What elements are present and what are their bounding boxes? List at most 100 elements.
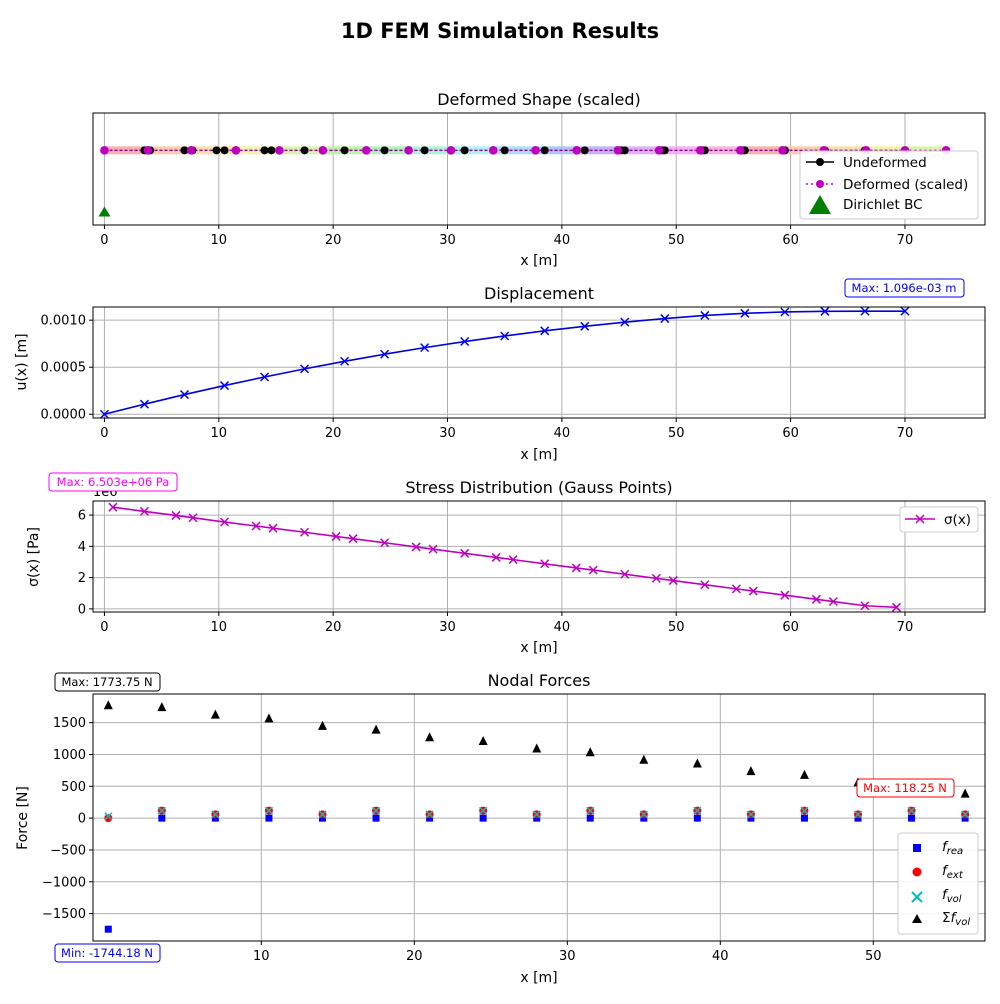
legend-sumfvol-label: Σfvol xyxy=(942,910,970,928)
y-tick-label: 500 xyxy=(61,780,86,795)
stress-point xyxy=(588,565,598,575)
displacement-point xyxy=(740,308,750,318)
stress-point xyxy=(700,580,710,590)
displacement-point xyxy=(660,314,670,324)
undeformed-node xyxy=(420,146,429,155)
figure-title: 1D FEM Simulation Results xyxy=(341,19,659,43)
displacement-point xyxy=(460,336,470,347)
stress-point xyxy=(828,596,838,607)
force-vol-point xyxy=(586,806,595,815)
nodal-forces-legend: frea fext fvol Σfvol xyxy=(897,832,979,935)
x-tick-label: 10 xyxy=(253,949,270,964)
undeformed-node xyxy=(220,146,229,155)
deformed-node xyxy=(531,146,540,155)
stress-point xyxy=(171,510,181,520)
nodal-forces-ylabel: Force [N] xyxy=(15,786,31,850)
undeformed-node xyxy=(580,146,589,155)
legend-deformed-label: Deformed (scaled) xyxy=(843,177,968,193)
y-tick-label: 6 xyxy=(78,509,86,524)
displacement-point xyxy=(900,306,910,316)
stress-point xyxy=(508,555,518,565)
deformed-shape-panel: Deformed Shape (scaled) 0 10 20 30 40 50 60 70 … xyxy=(92,90,986,269)
x-tick-label: 40 xyxy=(554,233,571,248)
nodal-forces-xlabel: x [m] xyxy=(520,970,557,986)
displacement-frame xyxy=(92,306,986,419)
force-vol-point xyxy=(639,810,648,819)
nodal-forces-panel: Nodal Forces 10 20 30 40 50 −1500 −1000 −500 0 50… xyxy=(15,671,986,986)
deformed-node xyxy=(404,146,413,155)
stress-point xyxy=(460,548,470,558)
stress-point xyxy=(540,559,550,569)
x-tick-label: 60 xyxy=(782,233,799,248)
deformed-node xyxy=(572,146,582,155)
force-sum-point xyxy=(639,754,649,764)
x-tick-label: 20 xyxy=(325,620,342,635)
deformed-node xyxy=(362,146,371,155)
undeformed-node xyxy=(260,146,269,155)
x-tick-label: 50 xyxy=(668,426,685,441)
deformed-node xyxy=(695,146,705,155)
stress-point xyxy=(731,584,741,594)
stress-point xyxy=(251,521,261,531)
y-tick-label: 1000 xyxy=(53,748,86,763)
stress-point xyxy=(891,602,902,612)
y-tick-label: 0.0000 xyxy=(41,408,87,423)
min-annotation-box xyxy=(54,943,161,963)
force-sum-point xyxy=(960,788,970,798)
displacement-point xyxy=(820,306,830,316)
x-tick-label: 30 xyxy=(439,233,456,248)
stress-line xyxy=(112,506,897,609)
deformed-node xyxy=(187,146,196,155)
displacement-point xyxy=(780,307,790,317)
force-sum-point xyxy=(371,724,381,734)
stress-point xyxy=(348,534,358,544)
y-tick-label: 0 xyxy=(78,602,86,617)
displacement-panel: Displacement 0 10 20 30 40 50 60 70 0.0000 0.0005… xyxy=(14,278,986,463)
force-sum-point xyxy=(264,713,274,723)
y-tick-label: 4 xyxy=(78,540,86,555)
displacement-point xyxy=(179,390,190,400)
force-vol-point xyxy=(800,806,809,815)
x-tick-label: 30 xyxy=(439,426,456,441)
stress-plot xyxy=(108,502,902,612)
force-vol-point xyxy=(479,806,488,815)
displacement-point xyxy=(340,356,350,366)
max-total-annotation-box xyxy=(54,672,161,692)
force-vol-point xyxy=(853,810,863,819)
deformed-shape-plot xyxy=(98,146,951,217)
stress-point xyxy=(811,594,821,604)
stress-xlabel: x [m] xyxy=(520,640,557,656)
nodal-forces-legend-box xyxy=(897,832,979,935)
displacement-point xyxy=(420,343,430,353)
y-tick-label: 0 xyxy=(78,812,86,827)
element-fill xyxy=(493,146,536,155)
stress-point xyxy=(860,601,870,611)
stress-point xyxy=(268,523,278,533)
stress-legend: σ(x) xyxy=(899,506,979,533)
x-tick-label: 30 xyxy=(439,620,456,635)
displacement-point xyxy=(580,321,590,331)
x-tick-label: 60 xyxy=(782,620,799,635)
stress-point xyxy=(219,517,230,527)
y-tick-label: 2 xyxy=(78,571,86,586)
force-vol-point xyxy=(907,806,916,815)
stress-ylabel: σ(x) [Pa] xyxy=(26,527,42,587)
deformed-shape-legend-box xyxy=(799,150,979,220)
force-rea-point xyxy=(158,814,166,822)
element-fill xyxy=(235,146,280,155)
deformed-shape-title: Deformed Shape (scaled) xyxy=(437,90,641,109)
force-rea-point xyxy=(479,814,487,822)
undeformed-node xyxy=(212,146,221,155)
deformed-shape-frame xyxy=(92,112,986,226)
undeformed-node xyxy=(180,146,189,155)
force-sum-point xyxy=(210,709,220,719)
deformed-node xyxy=(275,146,284,155)
max-other-annotation: Max: 118.25 N xyxy=(863,781,947,795)
force-vol-point xyxy=(425,810,434,819)
force-sum-point xyxy=(318,720,328,730)
legend-stress-marker xyxy=(915,514,925,524)
deformed-node xyxy=(446,146,456,155)
x-tick-label: 30 xyxy=(559,949,576,964)
displacement-point xyxy=(139,399,149,409)
x-tick-label: 20 xyxy=(325,426,342,441)
